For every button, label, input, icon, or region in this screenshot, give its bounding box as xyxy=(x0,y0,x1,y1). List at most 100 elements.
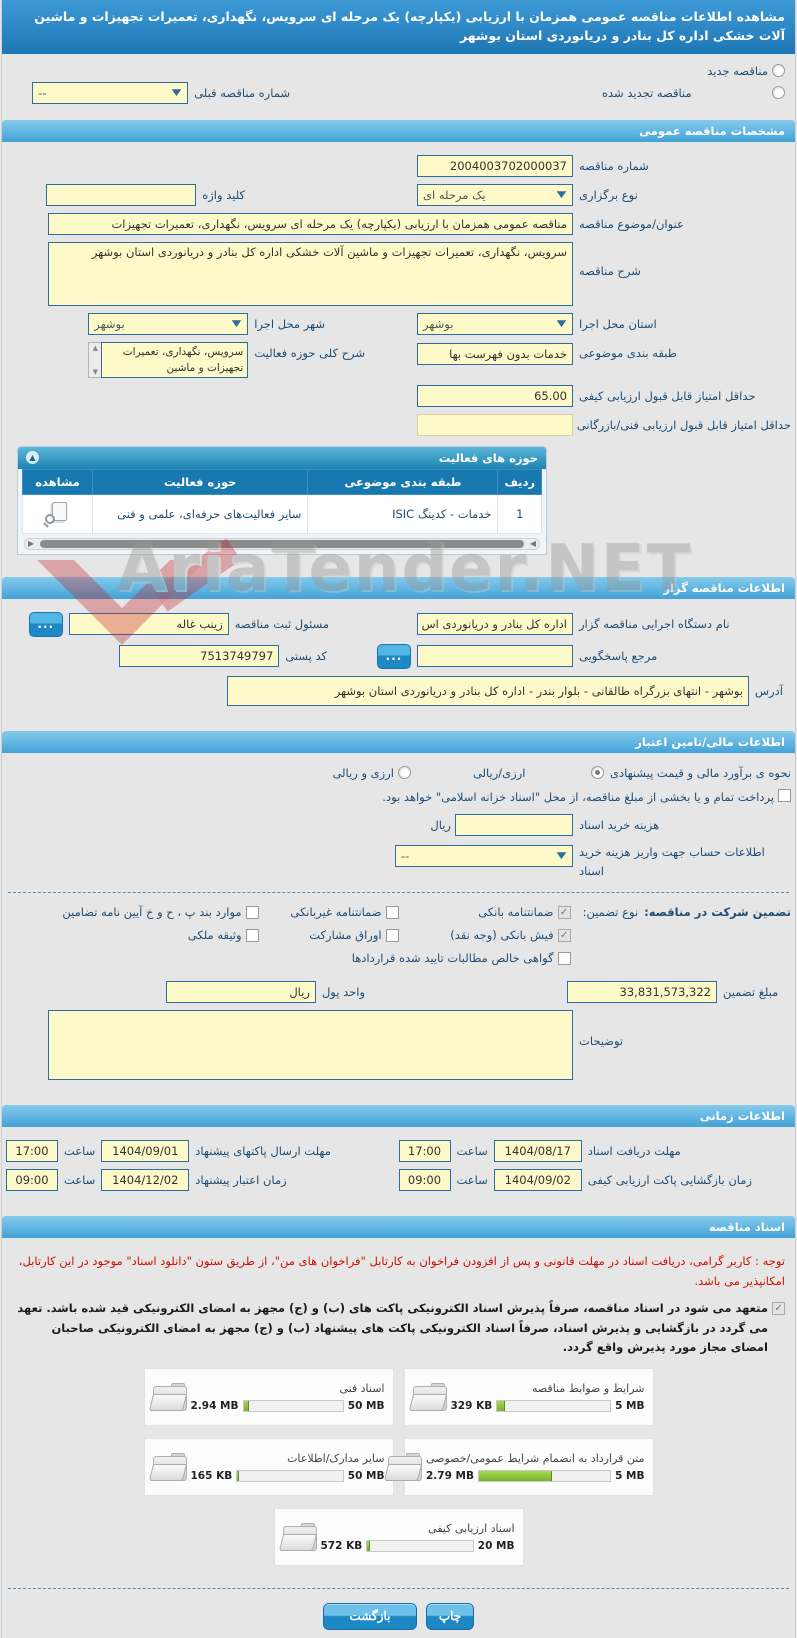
chevron-down-icon: ▼ xyxy=(171,87,182,98)
address-input[interactable]: بوشهر - انتهای بزرگراه طالقانی - بلوار ب… xyxy=(227,675,749,706)
progress-bar xyxy=(242,1399,344,1412)
tender-type-select[interactable]: ▼ یک مرحله ای xyxy=(417,183,573,206)
guarantee-nonbank-checkbox[interactable] xyxy=(385,905,399,919)
registrar-input[interactable]: زینب غاله xyxy=(68,613,229,636)
currency-label: واحد پول xyxy=(321,985,365,1000)
packet-send-deadline-label: مهلت ارسال پاکتهای پیشنهاد xyxy=(195,1144,331,1159)
field-desc-listbox[interactable]: سرویس، نگهداری، تعمیرات تجهیزات و ماشین … xyxy=(88,341,249,378)
category-input[interactable]: خدمات بدون فهرست بها xyxy=(417,342,573,365)
packet-send-deadline-time[interactable]: 17:00 xyxy=(6,1140,58,1163)
guarantee-amount-input[interactable]: 33,831,573,322 xyxy=(567,981,717,1004)
min-score-quality-input[interactable]: 65.00 xyxy=(417,384,573,407)
registrar-browse-button[interactable]: ... xyxy=(28,611,63,637)
min-score-quality-label: حداقل امتیاز قابل قبول ارزیابی کیفی xyxy=(579,388,756,403)
section-schedule: اطلاعات زمانی xyxy=(2,1105,795,1128)
field-desc-label: شرح کلی حوزه فعالیت xyxy=(254,345,365,360)
general-specs-body: شماره مناقصه 2004003702000037 نوع برگزار… xyxy=(2,142,795,567)
filebox-quality-eval[interactable]: اسناد ارزیابی کیفی 572 KB 20 MB xyxy=(273,1507,524,1566)
scroll-left-icon[interactable]: ▶ xyxy=(28,539,35,549)
guarantee-types-grid: ضمانتنامه بانکی ضمانتنامه غیربانکی موارد… xyxy=(19,905,571,965)
guarantee-amount-label: مبلغ تضمین xyxy=(723,985,779,1000)
folder-icon xyxy=(278,1522,317,1551)
notes-label: توضیحات xyxy=(579,1034,624,1049)
estimate-rial-radio[interactable] xyxy=(590,766,604,780)
keyword-input[interactable] xyxy=(46,183,197,206)
province-select[interactable]: ▼ بوشهر xyxy=(417,312,573,335)
filebox-contract[interactable]: متن قرارداد به انضمام شرایط عمومی/خصوصی … xyxy=(383,1437,654,1496)
guarantee-bonds-checkbox[interactable] xyxy=(385,928,399,942)
print-button[interactable]: چاپ xyxy=(426,1602,474,1630)
section-documents: اسناد مناقصه xyxy=(2,1216,795,1239)
doc-fee-label: هزینه خرید اسناد xyxy=(579,818,660,833)
estimate-both-radio[interactable] xyxy=(397,766,411,780)
action-buttons: چاپ بازگشت xyxy=(6,1602,791,1630)
table-horizontal-scrollbar[interactable]: ◀ ▶ xyxy=(24,537,540,550)
category-label: طبقه بندی موضوعی xyxy=(579,345,677,360)
spin-down-icon[interactable]: ▼ xyxy=(92,367,99,376)
back-button[interactable]: بازگشت xyxy=(323,1602,417,1630)
guarantee-bylaw-checkbox[interactable] xyxy=(245,905,259,919)
notes-textarea[interactable] xyxy=(48,1010,573,1081)
account-label: اطلاعات حساب جهت واریز هزینه خرید اسناد xyxy=(579,845,765,878)
offer-validity-time[interactable]: 09:00 xyxy=(6,1169,58,1192)
postal-input[interactable]: 7513749797 xyxy=(119,645,280,668)
scroll-right-icon[interactable]: ◀ xyxy=(529,539,536,549)
view-document-icon[interactable] xyxy=(42,501,71,528)
doc-receive-deadline-date[interactable]: 1404/08/17 xyxy=(493,1140,582,1163)
guarantee-label: تضمین شرکت در مناقصه: xyxy=(644,905,791,920)
quality-open-time-date[interactable]: 1404/09/02 xyxy=(493,1169,582,1192)
collapse-icon[interactable]: ▲ xyxy=(26,451,39,465)
chevron-down-icon: ▼ xyxy=(556,318,567,329)
filebox-technical[interactable]: اسناد فنی 2.94 MB 50 MB xyxy=(143,1367,394,1426)
city-select[interactable]: ▼ بوشهر xyxy=(88,312,249,335)
reference-label: مرجع پاسخگویی xyxy=(579,649,658,664)
schedule-body: مهلت دریافت اسناد 1404/08/17 ساعت 17:00 … xyxy=(2,1127,795,1206)
offer-validity-date[interactable]: 1404/12/02 xyxy=(101,1169,190,1192)
progress-bar xyxy=(478,1469,612,1482)
doc-receive-deadline-time[interactable]: 17:00 xyxy=(398,1140,451,1163)
treasury-checkbox[interactable] xyxy=(778,788,791,802)
scrollbar-thumb[interactable] xyxy=(40,539,524,548)
offer-validity-label: زمان اعتبار پیشنهاد xyxy=(195,1173,287,1188)
progress-bar xyxy=(366,1539,474,1552)
spin-up-icon[interactable]: ▲ xyxy=(92,343,99,352)
doc-fee-input[interactable] xyxy=(455,814,573,837)
guarantee-cash-checkbox[interactable] xyxy=(557,928,571,942)
guarantee-bank-checkbox[interactable] xyxy=(557,905,571,919)
guarantee-property-checkbox[interactable] xyxy=(245,928,259,942)
file-upload-area: شرایط و ضوابط مناقصه 329 KB 5 MB اسناد ف… xyxy=(143,1367,655,1566)
packet-send-deadline-date[interactable]: 1404/09/01 xyxy=(101,1140,190,1163)
tender-number-input[interactable]: 2004003702000037 xyxy=(417,154,573,177)
chevron-down-icon: ▼ xyxy=(556,189,567,200)
reference-input[interactable] xyxy=(417,645,573,668)
subject-label: عنوان/موضوع مناقصه xyxy=(579,216,684,231)
min-score-tech-label: حداقل امتیاز قابل قبول ارزیابی فنی/بازرگ… xyxy=(576,417,791,432)
filebox-terms[interactable]: شرایط و ضوابط مناقصه 329 KB 5 MB xyxy=(403,1367,654,1426)
listbox-spinner[interactable]: ▲ ▼ xyxy=(88,341,102,378)
agency-input[interactable]: اداره کل بنادر و دریانوردی اس xyxy=(417,613,573,636)
currency-input[interactable]: ریال xyxy=(165,981,316,1004)
prev-number-label: شماره مناقصه قبلی xyxy=(194,85,290,100)
activity-table-title: حوزه های فعالیت xyxy=(438,450,538,465)
filebox-other[interactable]: سایر مدارک/اطلاعات 165 KB 50 MB xyxy=(143,1437,394,1496)
finance-body: نحوه ی برآورد مالی و قیمت پیشنهادی ارزی/… xyxy=(2,753,795,1095)
folder-icon xyxy=(148,1452,187,1481)
description-textarea[interactable]: سرویس، نگهداری، تعمیرات تجهیزات و ماشین … xyxy=(48,241,573,306)
province-label: استان محل اجرا xyxy=(579,316,657,331)
doc-receive-deadline-label: مهلت دریافت اسناد xyxy=(587,1144,681,1159)
quality-open-time-time[interactable]: 09:00 xyxy=(398,1169,451,1192)
reference-browse-button[interactable]: ... xyxy=(377,643,411,669)
hour-label: ساعت xyxy=(64,1173,96,1188)
min-score-tech-input[interactable] xyxy=(417,413,573,436)
documents-body: توجه : کاربر گرامی، دریافت اسناد در مهلت… xyxy=(2,1238,795,1638)
account-select[interactable]: ▼ -- xyxy=(395,845,573,868)
prev-number-select[interactable]: ▼ -- xyxy=(32,81,189,104)
organizer-body: نام دستگاه اجرایی مناقصه گزار اداره کل ب… xyxy=(2,599,795,721)
new-tender-radio[interactable] xyxy=(772,64,785,78)
folder-icon xyxy=(408,1382,447,1411)
subject-input[interactable]: مناقصه عمومی همزمان با ارزیابی (یکپارچه)… xyxy=(48,212,573,235)
esign-pledge-checkbox[interactable] xyxy=(772,1302,785,1316)
guarantee-claims-checkbox[interactable] xyxy=(557,951,571,965)
renewed-tender-radio[interactable] xyxy=(772,86,785,100)
